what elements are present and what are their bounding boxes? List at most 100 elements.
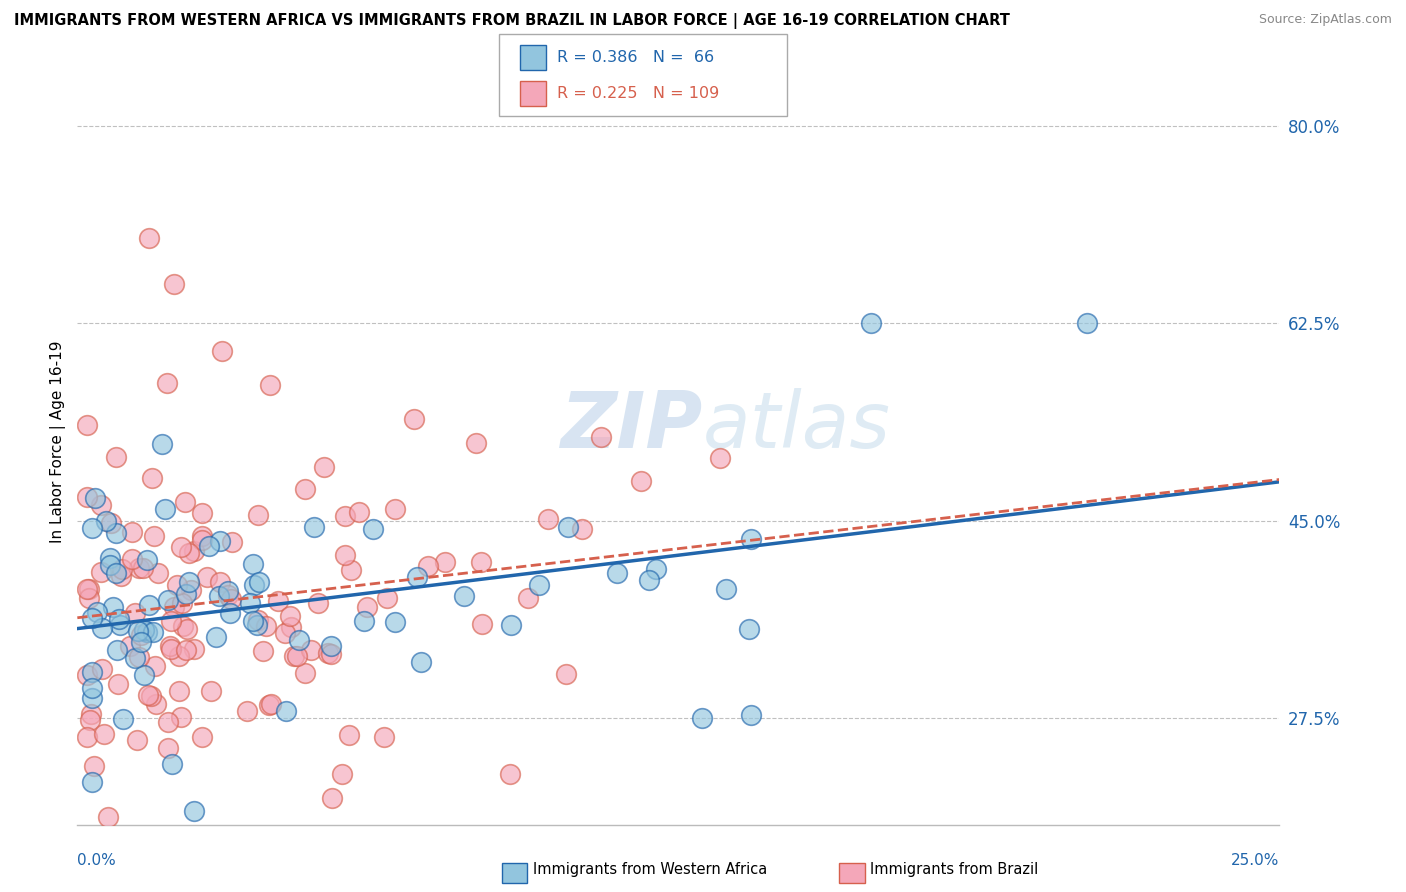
- Point: [453, 589, 475, 603]
- Point: [247, 508, 270, 522]
- Point: [103, 599, 125, 614]
- Point: [283, 649, 305, 664]
- Point: [246, 613, 269, 627]
- Point: [465, 436, 488, 450]
- Point: [319, 639, 342, 653]
- Point: [167, 649, 190, 664]
- Point: [80, 707, 103, 722]
- Point: [252, 644, 274, 658]
- Point: [335, 509, 357, 524]
- Point: [136, 553, 159, 567]
- Point: [738, 622, 761, 636]
- Point: [166, 578, 188, 592]
- Point: [470, 555, 492, 569]
- Point: [288, 633, 311, 648]
- Point: [242, 614, 264, 628]
- Point: [80, 775, 103, 789]
- Point: [143, 658, 166, 673]
- Point: [409, 655, 432, 669]
- Point: [105, 525, 128, 540]
- Point: [128, 650, 150, 665]
- Point: [316, 646, 339, 660]
- Point: [162, 277, 184, 291]
- Point: [527, 578, 550, 592]
- Point: [554, 666, 576, 681]
- Point: [93, 727, 115, 741]
- Point: [138, 598, 160, 612]
- Text: 0.0%: 0.0%: [77, 853, 117, 868]
- Point: [112, 712, 135, 726]
- Point: [76, 490, 98, 504]
- Point: [80, 665, 103, 679]
- Point: [110, 569, 132, 583]
- Point: [79, 591, 101, 605]
- Point: [76, 418, 98, 433]
- Point: [174, 643, 197, 657]
- Point: [218, 606, 240, 620]
- Point: [335, 548, 357, 562]
- Point: [353, 615, 375, 629]
- Point: [170, 540, 193, 554]
- Point: [141, 471, 163, 485]
- Point: [129, 635, 152, 649]
- Point: [80, 691, 103, 706]
- Point: [80, 681, 103, 695]
- Point: [471, 617, 494, 632]
- Point: [132, 624, 155, 638]
- Point: [235, 705, 257, 719]
- Point: [375, 591, 398, 605]
- Point: [433, 555, 456, 569]
- Point: [167, 683, 190, 698]
- Point: [209, 575, 232, 590]
- Point: [145, 697, 167, 711]
- Point: [692, 711, 714, 725]
- Point: [294, 483, 316, 497]
- Point: [259, 698, 281, 712]
- Point: [211, 344, 233, 359]
- Point: [91, 621, 114, 635]
- Text: R = 0.225   N = 109: R = 0.225 N = 109: [557, 87, 718, 101]
- Point: [159, 639, 181, 653]
- Point: [259, 378, 281, 392]
- Point: [142, 624, 165, 639]
- Point: [278, 608, 301, 623]
- Point: [76, 730, 98, 744]
- Point: [299, 643, 322, 657]
- Point: [90, 498, 112, 512]
- Point: [174, 587, 197, 601]
- Point: [276, 704, 298, 718]
- Point: [146, 566, 169, 580]
- Point: [630, 474, 652, 488]
- Point: [96, 514, 118, 528]
- Point: [124, 651, 146, 665]
- Point: [217, 584, 239, 599]
- Point: [321, 791, 343, 805]
- Text: ZIP: ZIP: [560, 388, 703, 464]
- Point: [170, 710, 193, 724]
- Point: [217, 588, 239, 602]
- Text: atlas: atlas: [703, 388, 890, 464]
- Point: [90, 566, 112, 580]
- Point: [156, 376, 179, 391]
- Point: [384, 501, 406, 516]
- Point: [349, 505, 371, 519]
- Point: [709, 451, 731, 466]
- Point: [176, 622, 198, 636]
- Point: [312, 460, 335, 475]
- Point: [285, 648, 308, 663]
- Point: [499, 767, 522, 781]
- Point: [221, 591, 243, 606]
- Point: [221, 535, 243, 549]
- Point: [139, 689, 162, 703]
- Point: [557, 519, 579, 533]
- Point: [121, 525, 143, 540]
- Point: [537, 512, 560, 526]
- Point: [499, 617, 522, 632]
- Point: [191, 533, 214, 547]
- Point: [86, 605, 108, 619]
- Point: [160, 756, 183, 771]
- Point: [98, 550, 121, 565]
- Point: [127, 624, 149, 638]
- Point: [83, 759, 105, 773]
- Point: [242, 558, 264, 572]
